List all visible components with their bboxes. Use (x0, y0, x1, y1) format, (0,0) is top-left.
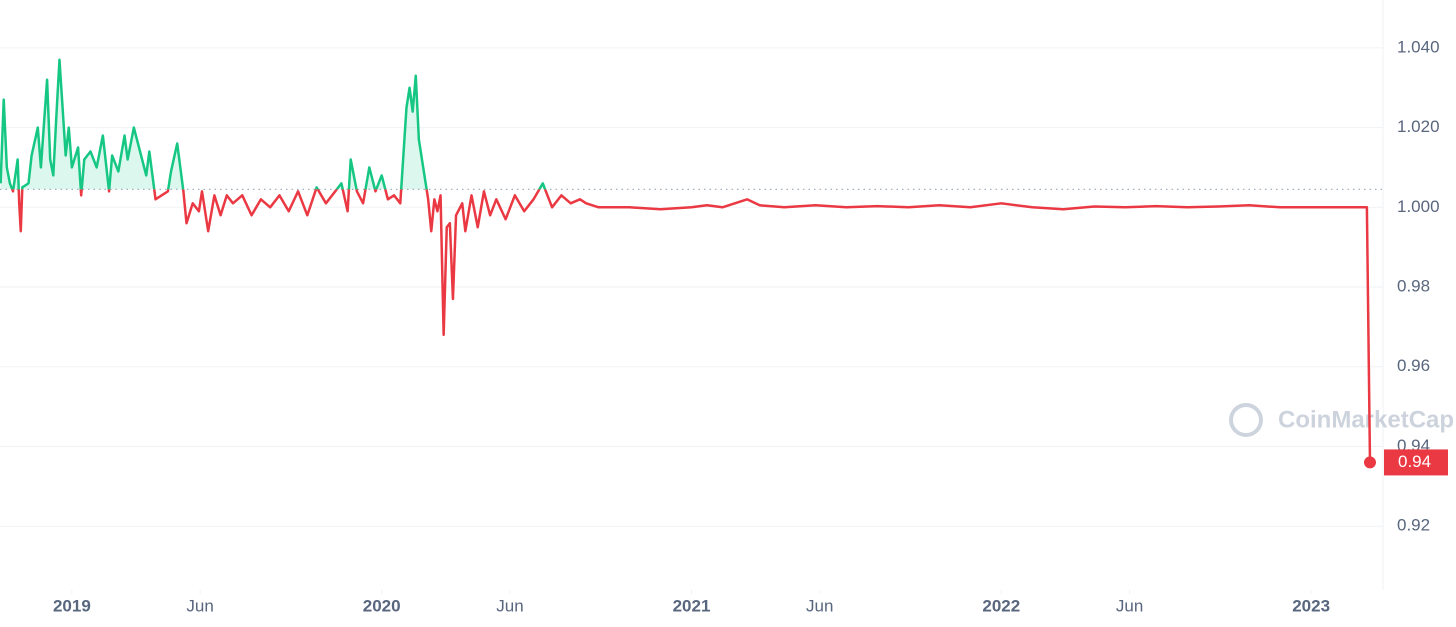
area-up (0, 59, 1370, 190)
line-up (0, 58, 547, 190)
last-price-label: 0.94 (1398, 452, 1431, 471)
y-tick-label: 0.96 (1397, 356, 1430, 375)
last-point (1363, 456, 1376, 469)
y-tick-label: 0.98 (1397, 277, 1430, 296)
last-price-box (1384, 449, 1448, 476)
watermark: CoinMarketCap (1229, 403, 1454, 437)
y-tick-label: 1.000 (1397, 197, 1440, 216)
y-tick-label: 0.92 (1397, 516, 1430, 535)
x-tick-label: Jun (806, 596, 833, 615)
x-tick-label: 2022 (982, 596, 1020, 615)
x-tick-label: 2021 (673, 596, 711, 615)
line-down (10, 189, 1372, 463)
x-tick-label: 2019 (53, 596, 91, 615)
x-tick-label: Jun (496, 596, 523, 615)
watermark-text: CoinMarketCap (1278, 406, 1454, 433)
x-tick-label: 2023 (1292, 596, 1330, 615)
y-tick-label: 1.040 (1397, 37, 1440, 56)
x-tick-label: Jun (186, 596, 213, 615)
watermark-logo (1229, 403, 1263, 437)
y-tick-label: 1.020 (1397, 117, 1440, 136)
x-tick-label: Jun (1116, 596, 1143, 615)
x-tick-label: 2020 (363, 596, 401, 615)
